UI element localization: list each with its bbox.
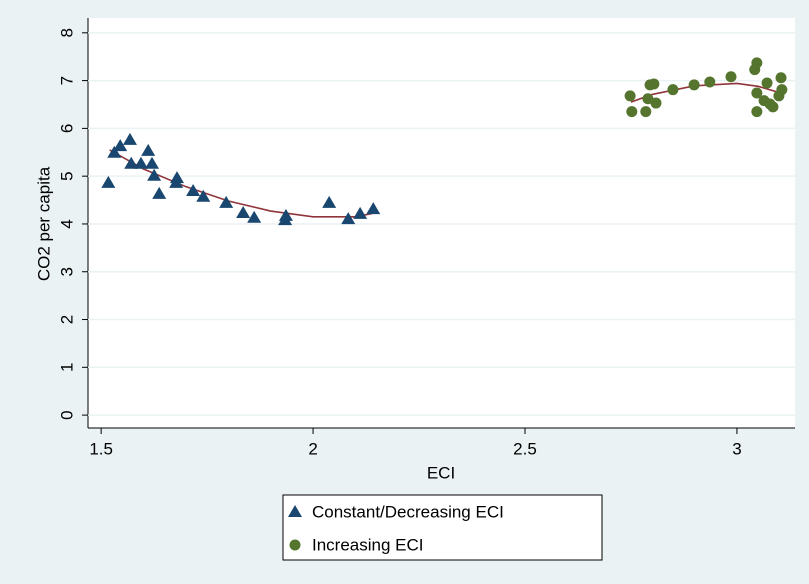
circle-marker (289, 539, 301, 551)
triangle-marker (145, 156, 160, 169)
triangle-marker (341, 212, 356, 225)
circle-marker (626, 106, 638, 118)
triangle-marker (133, 156, 148, 169)
circle-marker (751, 106, 763, 118)
circle-marker (648, 78, 660, 90)
y-tick-label: 4 (57, 219, 76, 228)
x-tick-label: 2 (308, 439, 317, 458)
triangle-marker (113, 139, 128, 152)
triangle-marker (186, 183, 201, 196)
y-tick-label: 5 (57, 171, 76, 180)
triangle-marker (147, 168, 162, 181)
triangle-marker (107, 145, 122, 158)
triangle-marker (124, 156, 139, 169)
circle-marker (751, 87, 763, 99)
circle-marker (624, 90, 636, 102)
triangle-marker (322, 195, 337, 208)
circle-marker (761, 77, 773, 89)
triangle-marker (353, 206, 368, 219)
triangle-marker (141, 143, 156, 156)
y-tick-label: 6 (57, 124, 76, 133)
triangle-marker (366, 202, 381, 215)
y-tick-label: 8 (57, 28, 76, 37)
legend (282, 494, 603, 561)
circle-marker (642, 93, 654, 105)
triangle-marker (219, 195, 234, 208)
y-tick-label: 7 (57, 76, 76, 85)
circle-marker (640, 106, 652, 118)
triangle-marker (236, 205, 251, 218)
triangle-marker (101, 175, 116, 188)
plot-area (88, 18, 795, 428)
triangle-marker (122, 132, 137, 145)
x-tick-label: 1.5 (89, 439, 113, 458)
y-tick-label: 3 (57, 267, 76, 276)
x-tick-label: 3 (732, 439, 741, 458)
circle-marker (751, 57, 763, 69)
circle-marker (667, 84, 679, 96)
x-axis-label: ECI (427, 463, 455, 482)
legend-label: Constant/Decreasing ECI (312, 502, 504, 521)
triangle-marker (170, 171, 185, 184)
triangle-marker (196, 189, 211, 202)
y-tick-label: 0 (57, 410, 76, 419)
y-tick-label: 1 (57, 363, 76, 372)
legend-label: Increasing ECI (312, 535, 424, 554)
circle-marker (725, 71, 737, 83)
triangle-marker (152, 186, 167, 199)
x-tick-label: 2.5 (513, 439, 537, 458)
y-axis-label: CO2 per capita (34, 166, 53, 281)
circle-marker (776, 84, 788, 96)
circle-marker (775, 72, 787, 84)
triangle-marker (247, 210, 262, 223)
triangle-marker (288, 505, 302, 517)
circle-marker (767, 101, 779, 113)
circle-marker (704, 76, 716, 88)
y-tick-label: 2 (57, 315, 76, 324)
circle-marker (650, 97, 662, 109)
triangle-marker (278, 208, 293, 221)
circle-marker (688, 79, 700, 91)
